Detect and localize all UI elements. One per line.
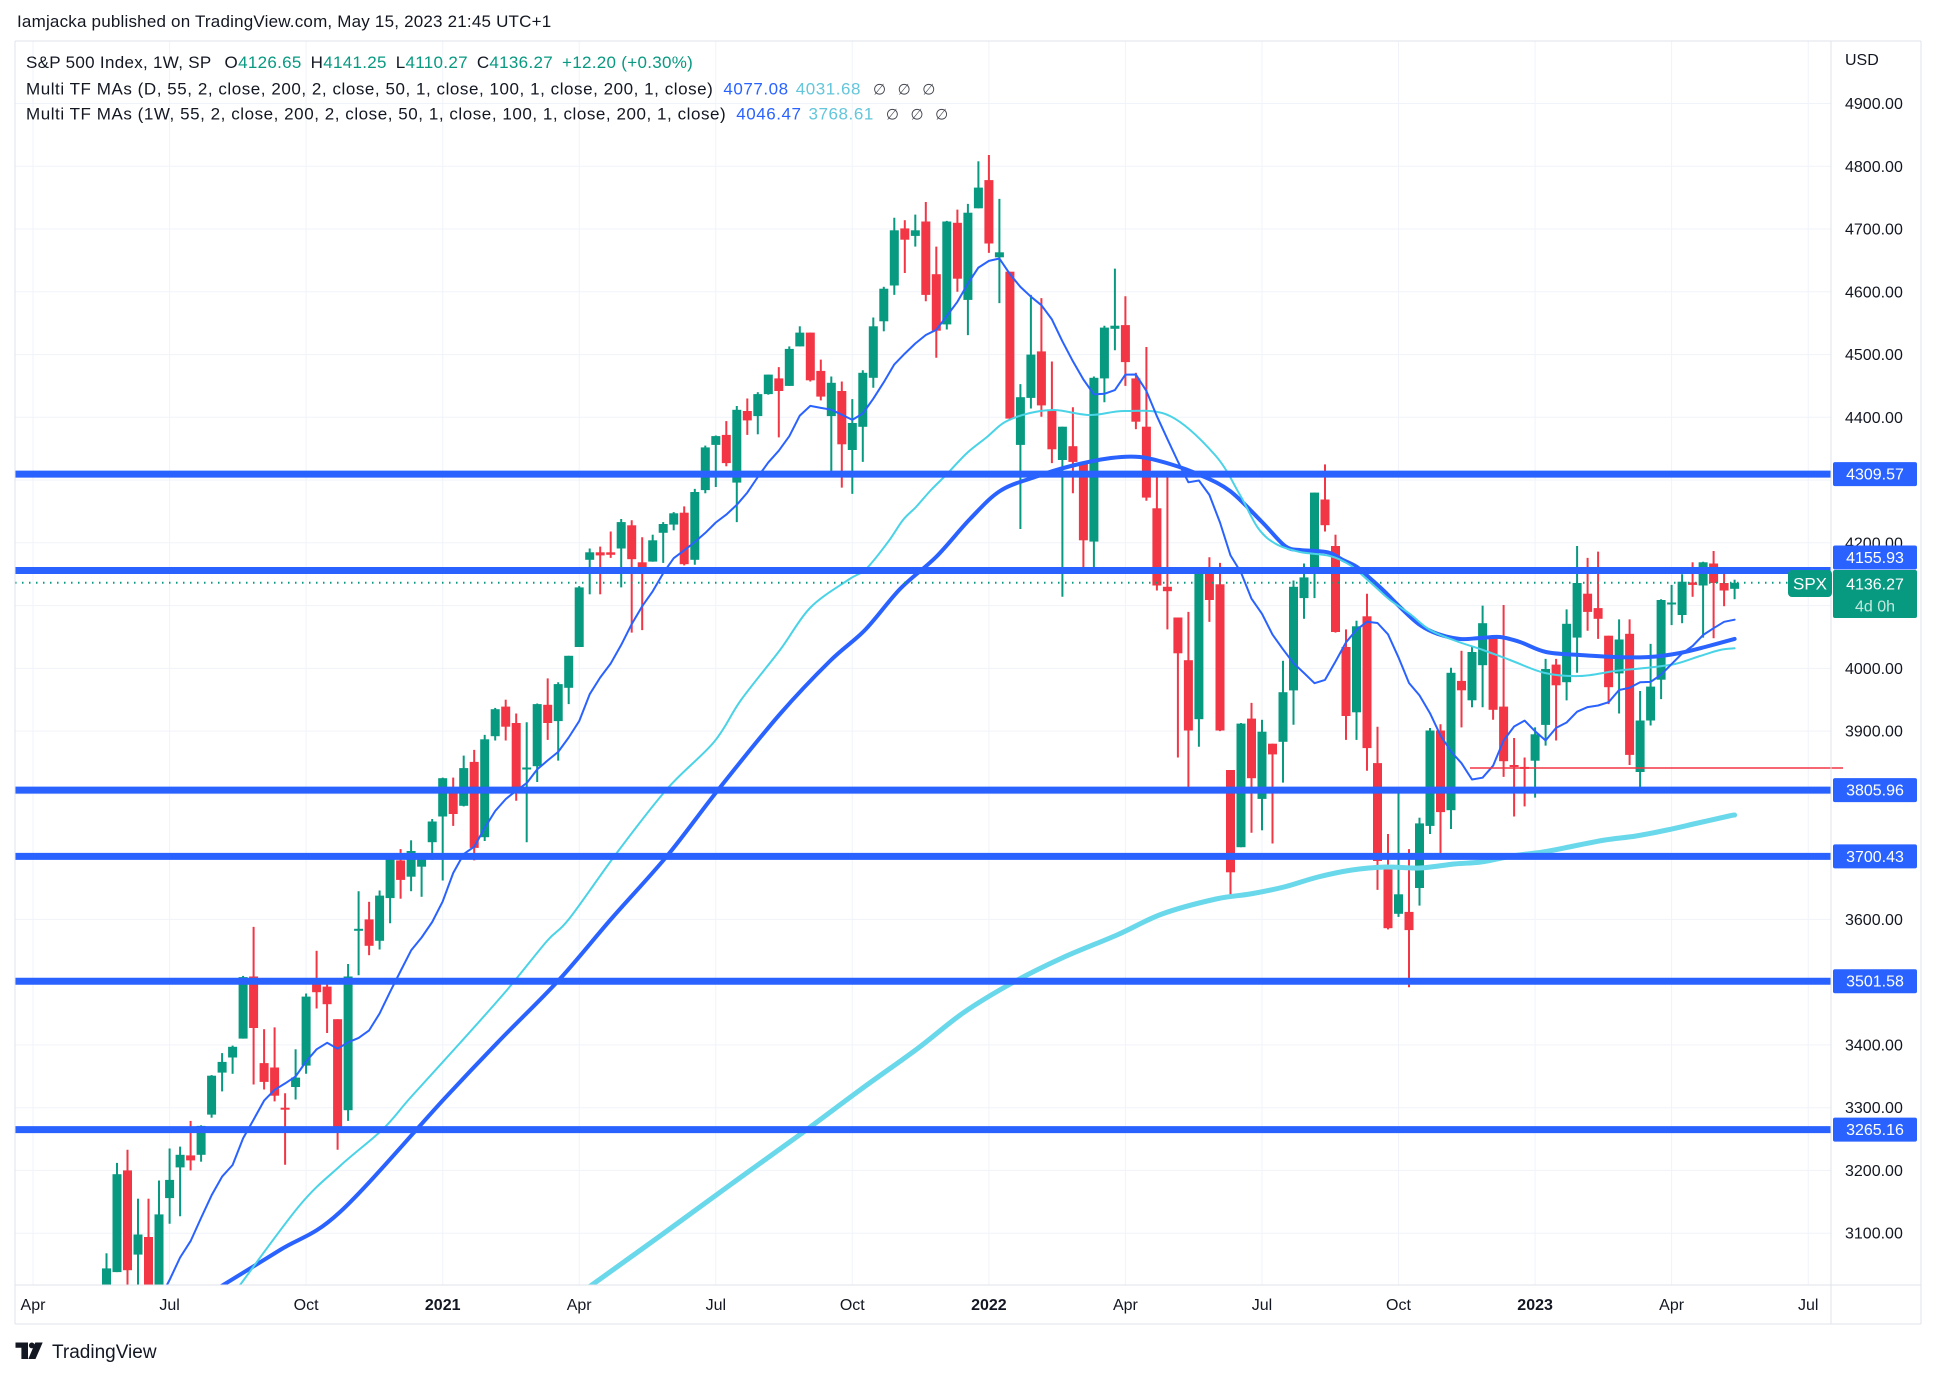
svg-text:3700.43: 3700.43 — [1846, 849, 1904, 866]
svg-text:4500.00: 4500.00 — [1845, 347, 1903, 364]
svg-text:4000.00: 4000.00 — [1845, 661, 1903, 678]
svg-text:Iamjacka published on TradingV: Iamjacka published on TradingView.com, M… — [17, 12, 551, 31]
svg-text:Multi TF MAs (D, 55, 2, close,: Multi TF MAs (D, 55, 2, close, 200, 2, c… — [26, 80, 936, 99]
svg-text:4d 0h: 4d 0h — [1855, 599, 1895, 616]
svg-text:Apr: Apr — [1659, 1297, 1685, 1314]
svg-text:3501.58: 3501.58 — [1846, 974, 1904, 991]
svg-text:3200.00: 3200.00 — [1845, 1163, 1903, 1180]
svg-text:Jul: Jul — [159, 1297, 179, 1314]
svg-text:4600.00: 4600.00 — [1845, 284, 1903, 301]
svg-text:2023: 2023 — [1517, 1297, 1553, 1314]
svg-text:Jul: Jul — [1252, 1297, 1272, 1314]
svg-text:3805.96: 3805.96 — [1846, 783, 1904, 800]
svg-text:3900.00: 3900.00 — [1845, 724, 1903, 741]
svg-text:3100.00: 3100.00 — [1845, 1226, 1903, 1243]
svg-text:4400.00: 4400.00 — [1845, 410, 1903, 427]
svg-text:2021: 2021 — [425, 1297, 461, 1314]
svg-text:4136.27: 4136.27 — [1846, 577, 1904, 594]
svg-text:4155.93: 4155.93 — [1846, 550, 1904, 567]
svg-text:TradingView: TradingView — [52, 1342, 157, 1363]
svg-text:3400.00: 3400.00 — [1845, 1037, 1903, 1054]
svg-text:SPX: SPX — [1793, 575, 1827, 594]
svg-text:Apr: Apr — [1113, 1297, 1139, 1314]
svg-text:Oct: Oct — [1386, 1297, 1411, 1314]
svg-text:Oct: Oct — [840, 1297, 865, 1314]
svg-text:4800.00: 4800.00 — [1845, 159, 1903, 176]
svg-text:4700.00: 4700.00 — [1845, 222, 1903, 239]
svg-text:USD: USD — [1845, 52, 1879, 69]
svg-text:Jul: Jul — [1798, 1297, 1818, 1314]
svg-text:Jul: Jul — [706, 1297, 726, 1314]
svg-text:3300.00: 3300.00 — [1845, 1100, 1903, 1117]
svg-text:Multi TF MAs (1W, 55, 2, close: Multi TF MAs (1W, 55, 2, close, 200, 2, … — [26, 105, 949, 124]
svg-text:4309.57: 4309.57 — [1846, 467, 1904, 484]
svg-text:3600.00: 3600.00 — [1845, 912, 1903, 929]
svg-text:Oct: Oct — [294, 1297, 319, 1314]
svg-text:3265.16: 3265.16 — [1846, 1122, 1904, 1139]
svg-text:Apr: Apr — [21, 1297, 47, 1314]
svg-text:4900.00: 4900.00 — [1845, 96, 1903, 113]
svg-text:2022: 2022 — [971, 1297, 1007, 1314]
svg-text:Apr: Apr — [567, 1297, 593, 1314]
